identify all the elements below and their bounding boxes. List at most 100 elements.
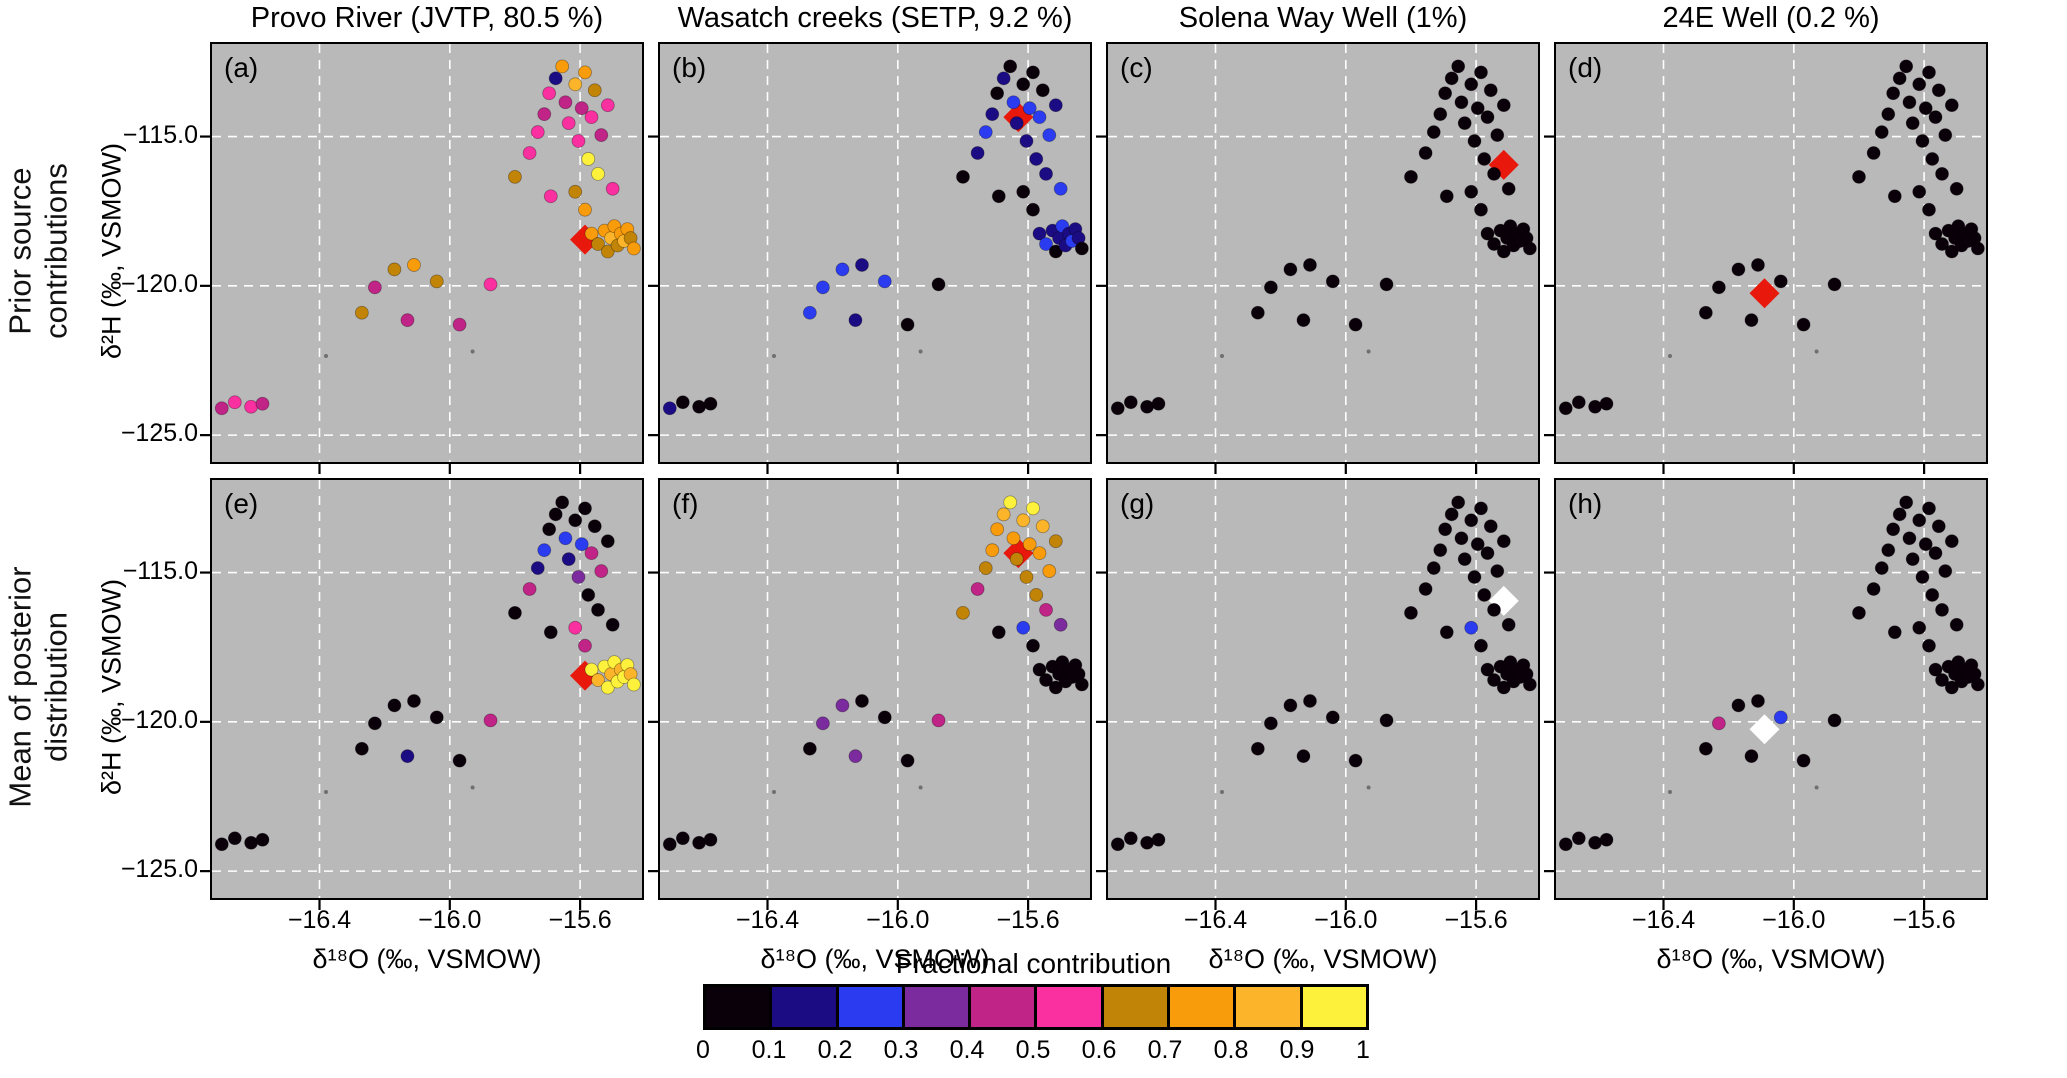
data-point bbox=[835, 698, 850, 713]
data-point bbox=[1464, 620, 1479, 635]
data-point bbox=[1006, 531, 1021, 546]
data-point bbox=[542, 522, 557, 537]
x-axis-title-col1: δ¹⁸O (‰, VSMOW) bbox=[312, 944, 542, 974]
data-point bbox=[600, 98, 615, 113]
x-tick-label: −15.6 bbox=[548, 906, 612, 934]
data-point bbox=[1918, 101, 1933, 116]
data-point bbox=[1571, 831, 1586, 846]
panel-c: (c) bbox=[1096, 42, 1540, 474]
data-point bbox=[561, 116, 576, 131]
data-point bbox=[578, 501, 592, 516]
data-point bbox=[1731, 698, 1746, 713]
small-point bbox=[1220, 790, 1225, 795]
data-point bbox=[1796, 753, 1811, 768]
data-point bbox=[561, 552, 576, 567]
data-point bbox=[584, 546, 599, 561]
data-point bbox=[1016, 513, 1031, 528]
data-point bbox=[1558, 837, 1573, 852]
data-point bbox=[1039, 602, 1053, 617]
data-point bbox=[1348, 317, 1363, 332]
data-point bbox=[584, 662, 599, 677]
data-point bbox=[1912, 184, 1927, 199]
small-point bbox=[1814, 785, 1819, 790]
data-point bbox=[605, 617, 620, 632]
data-point bbox=[1852, 605, 1866, 620]
data-point bbox=[483, 277, 498, 292]
panel-plot-area bbox=[648, 480, 1090, 910]
data-point bbox=[387, 698, 402, 713]
data-point bbox=[584, 226, 599, 241]
panel-plot-area bbox=[200, 44, 642, 474]
data-point bbox=[568, 77, 583, 92]
data-point bbox=[662, 401, 677, 416]
row-label-posterior: Mean of posterior distribution bbox=[2, 566, 73, 808]
data-point bbox=[692, 399, 706, 414]
data-point bbox=[1039, 166, 1053, 181]
data-point bbox=[530, 561, 545, 575]
small-point bbox=[772, 790, 777, 795]
data-point bbox=[1487, 673, 1501, 687]
data-point bbox=[600, 680, 615, 695]
data-point bbox=[1283, 698, 1298, 713]
data-point bbox=[1477, 152, 1492, 166]
x-tick-label: −16.0 bbox=[1314, 906, 1378, 934]
data-point bbox=[1474, 65, 1488, 80]
data-point bbox=[1470, 101, 1485, 116]
data-point bbox=[558, 531, 573, 546]
data-point bbox=[956, 605, 970, 620]
data-point bbox=[354, 305, 369, 320]
data-point bbox=[978, 125, 993, 139]
data-point bbox=[1922, 501, 1936, 516]
data-point bbox=[1496, 244, 1511, 259]
data-point bbox=[1480, 226, 1495, 241]
small-point bbox=[918, 349, 923, 354]
data-point bbox=[591, 166, 605, 181]
data-point bbox=[855, 694, 869, 708]
data-point bbox=[1922, 202, 1936, 217]
data-point bbox=[1026, 202, 1040, 217]
column-title-solena-way-well: Solena Way Well (1%) bbox=[1178, 2, 1468, 34]
data-point bbox=[574, 101, 589, 116]
data-point bbox=[855, 258, 869, 272]
data-point bbox=[1404, 605, 1418, 620]
data-point bbox=[1487, 166, 1501, 181]
small-point bbox=[470, 349, 475, 354]
data-point bbox=[835, 262, 850, 277]
data-point bbox=[1496, 534, 1511, 549]
source-diamond bbox=[1488, 585, 1519, 616]
x-tick-label: −16.4 bbox=[1183, 906, 1248, 934]
data-point bbox=[1899, 59, 1914, 74]
data-point bbox=[1480, 110, 1495, 125]
colorbar-tick-label: 0.4 bbox=[949, 1036, 985, 1064]
data-point bbox=[990, 86, 1005, 101]
data-point bbox=[548, 71, 563, 86]
data-point bbox=[1433, 107, 1448, 122]
data-point bbox=[1744, 749, 1759, 764]
data-point bbox=[978, 561, 993, 575]
colorbar-cell bbox=[971, 987, 1038, 1027]
data-point bbox=[1444, 507, 1459, 522]
data-point bbox=[1053, 617, 1068, 632]
data-point bbox=[815, 716, 830, 731]
data-point bbox=[1887, 189, 1902, 204]
data-point bbox=[483, 713, 498, 728]
data-point bbox=[1250, 741, 1265, 756]
data-point bbox=[1874, 561, 1889, 575]
y-tick-label: −125.0 bbox=[120, 855, 198, 884]
small-point bbox=[1366, 349, 1371, 354]
colorbar-cell bbox=[772, 987, 839, 1027]
data-point bbox=[1032, 110, 1047, 125]
data-point bbox=[537, 543, 552, 558]
colorbar-cell bbox=[706, 987, 773, 1027]
data-point bbox=[1439, 625, 1454, 640]
data-point bbox=[578, 65, 592, 80]
data-point bbox=[1711, 716, 1726, 731]
data-point bbox=[574, 537, 589, 552]
data-point bbox=[1925, 152, 1940, 166]
data-point bbox=[255, 396, 270, 411]
data-point bbox=[227, 395, 242, 410]
small-point bbox=[324, 790, 329, 795]
data-point bbox=[400, 313, 415, 328]
x-tick-label: −16.0 bbox=[418, 906, 482, 934]
data-point bbox=[452, 753, 467, 768]
